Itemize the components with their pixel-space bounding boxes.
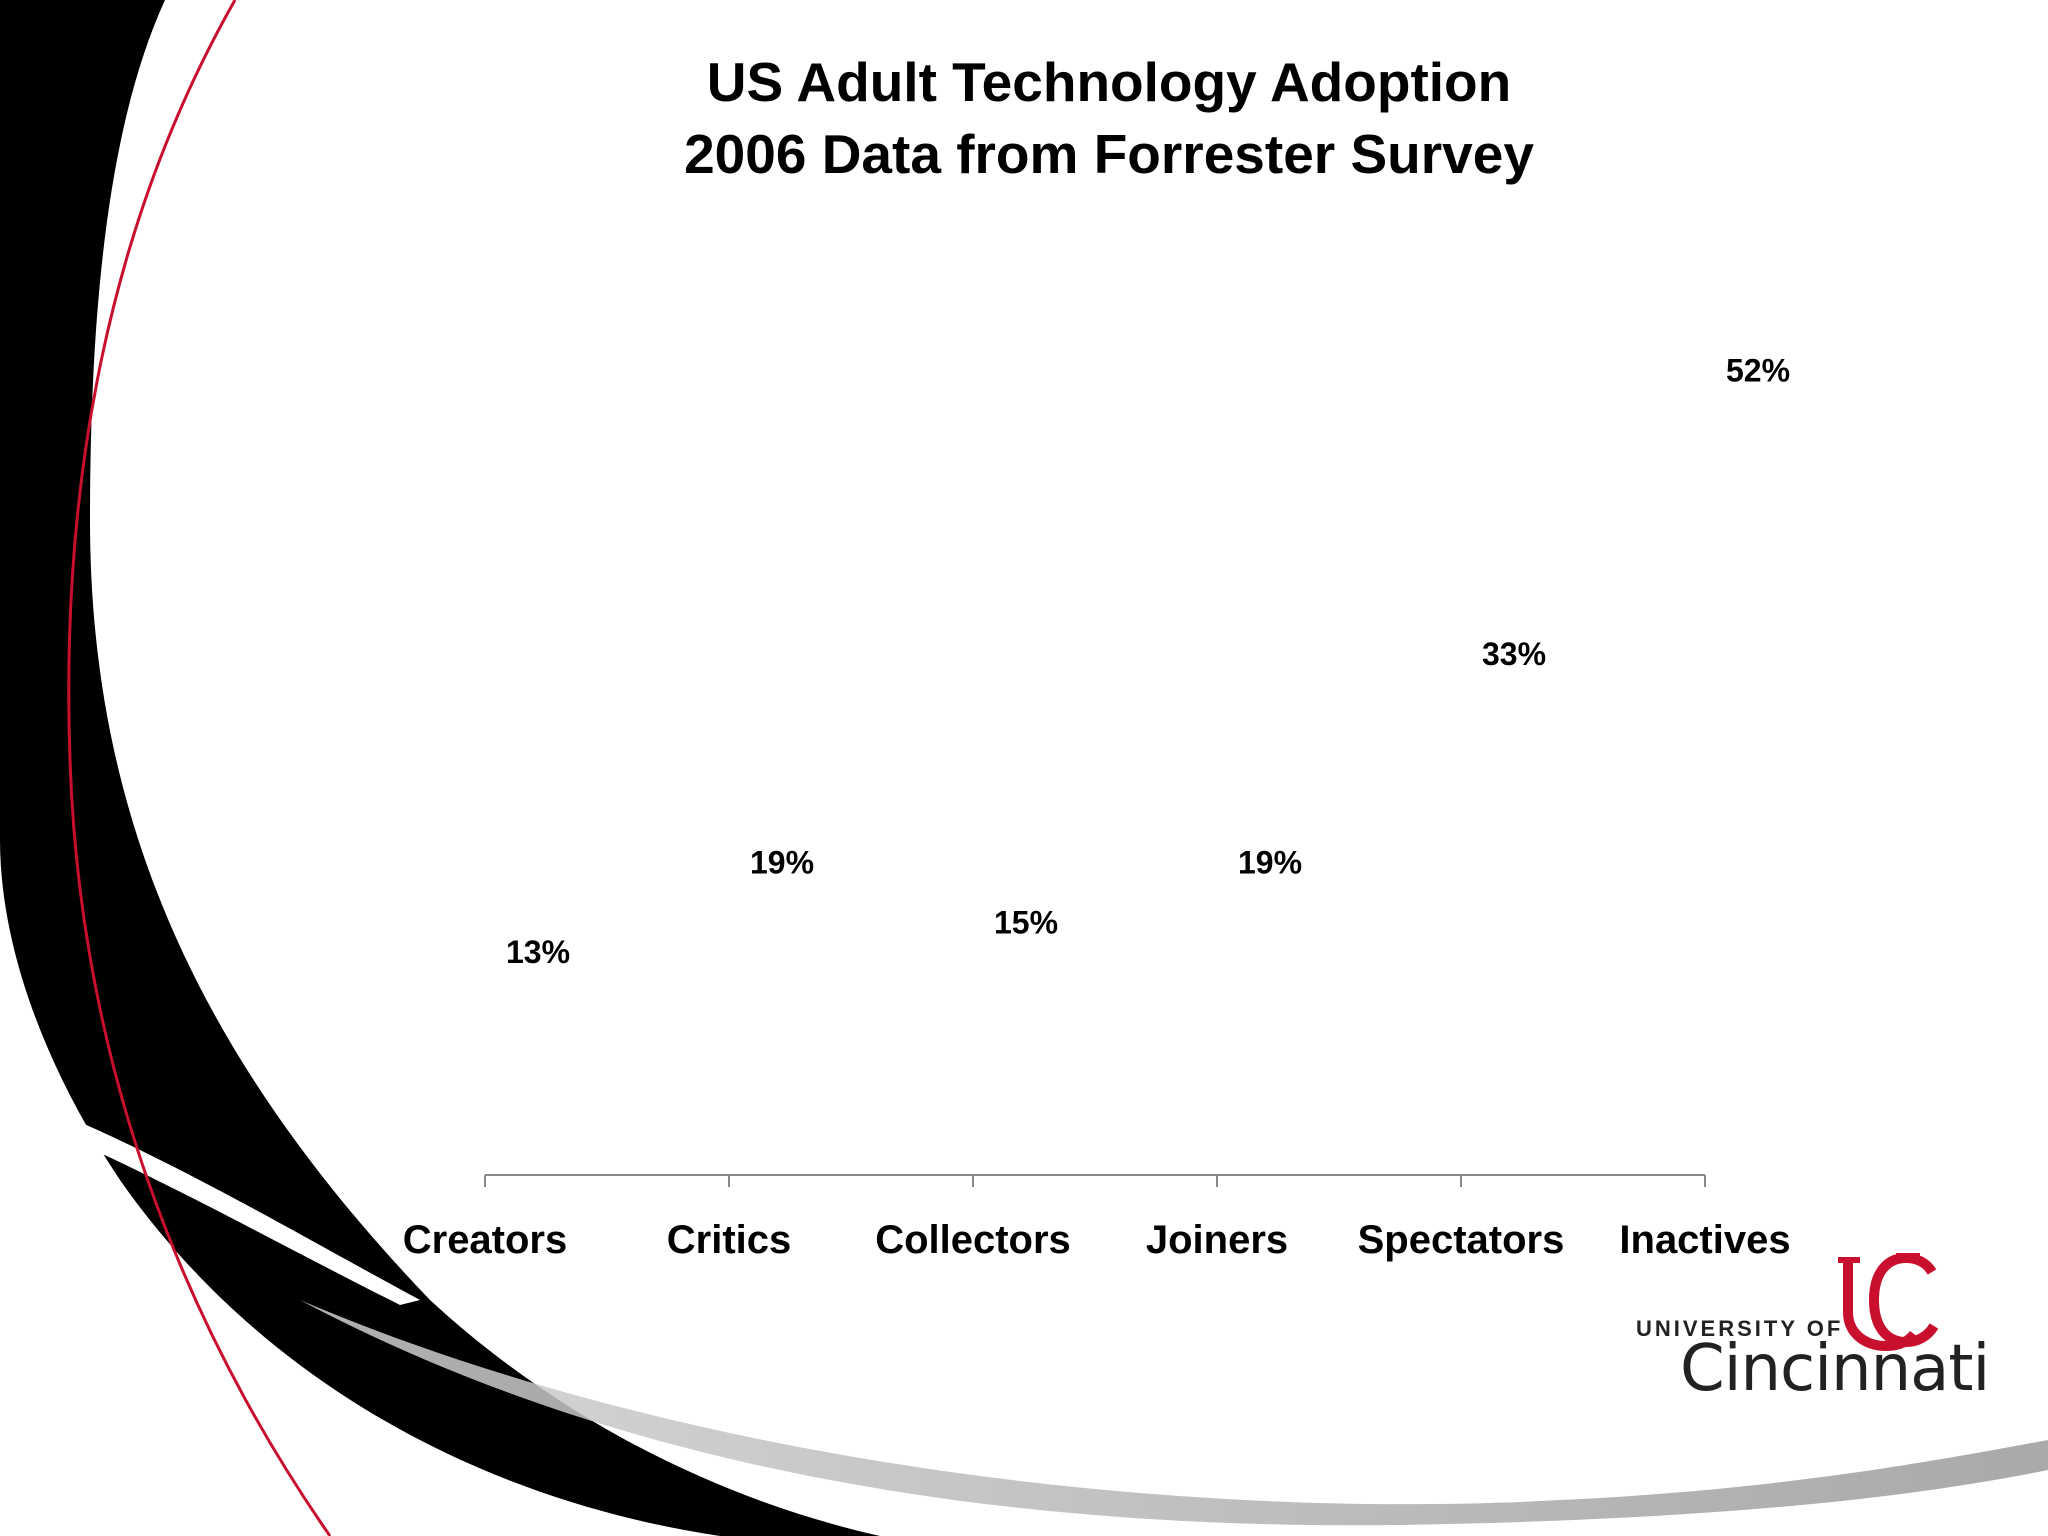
white-stripe	[0, 1090, 420, 1305]
logo-university-text: UNIVERSITY OF	[1636, 1316, 1844, 1341]
bar-joiners	[1237, 892, 1337, 1175]
data-label-creators: 13%	[506, 934, 570, 970]
bar-inactives	[1725, 399, 1825, 1175]
bar-critics	[749, 892, 849, 1175]
data-label-collectors: 15%	[994, 904, 1058, 940]
chart-subtitle: 2006 Data from Forrester Survey	[684, 123, 1534, 185]
data-label-spectators: 33%	[1482, 636, 1546, 672]
x-tick-label-creators: Creators	[403, 1218, 568, 1262]
red-arc	[67, 0, 332, 1536]
bar-creators	[505, 981, 605, 1175]
data-label-critics: 19%	[750, 845, 814, 881]
uc-logo-mark-icon	[1838, 1252, 1939, 1352]
data-label-joiners: 19%	[1238, 845, 1302, 881]
x-tick-label-critics: Critics	[667, 1218, 792, 1262]
data-label-inactives: 52%	[1726, 352, 1790, 388]
x-tick-label-spectators: Spectators	[1358, 1218, 1565, 1262]
chart-title: US Adult Technology Adoption	[706, 51, 1512, 113]
x-tick-label-collectors: Collectors	[875, 1218, 1071, 1262]
x-tick-label-inactives: Inactives	[1619, 1218, 1790, 1262]
bar-spectators	[1481, 683, 1581, 1175]
bar-collectors	[993, 951, 1093, 1175]
x-tick-label-joiners: Joiners	[1146, 1218, 1288, 1262]
black-swoosh	[0, 0, 880, 1536]
logo-cincinnati-text: Cincinnati	[1680, 1332, 1990, 1406]
